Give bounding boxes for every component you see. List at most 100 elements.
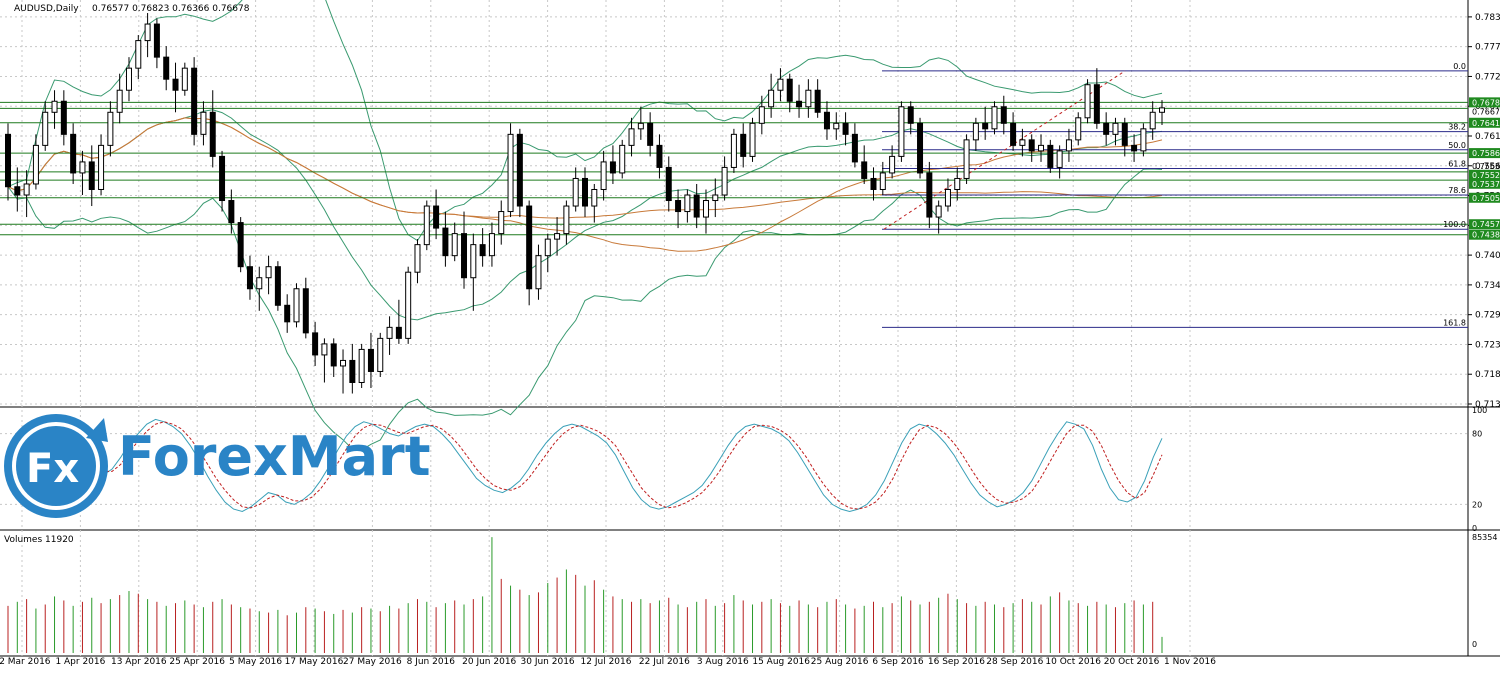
- ohlc-readout: 0.76577 0.76823 0.76366 0.76678: [92, 4, 250, 14]
- volume-layer: 85354 0: [7, 533, 1497, 653]
- candle-body: [153, 23, 160, 58]
- candle-body: [1140, 128, 1147, 152]
- candle-body: [991, 106, 998, 130]
- candle-body: [367, 348, 374, 372]
- price-label-text: 0.7537: [1472, 180, 1500, 189]
- candle-body: [209, 111, 216, 157]
- price-label-text: 0.7586: [1472, 149, 1500, 158]
- candle-body: [544, 238, 551, 257]
- volume-tick-label: 85354: [1472, 533, 1497, 542]
- candle-body: [293, 288, 300, 323]
- x-tick-label: 12 Jul 2016: [581, 657, 632, 667]
- candle-body: [768, 89, 775, 108]
- x-tick-label: 10 Oct 2016: [1045, 657, 1101, 667]
- candle-body: [526, 205, 533, 290]
- candle-body: [582, 177, 588, 207]
- candle-body: [5, 133, 11, 188]
- candle-body: [395, 326, 402, 339]
- fibonacci-level-label: 50.0: [1448, 141, 1466, 150]
- candle-body: [749, 122, 756, 157]
- price-label-badge: [1469, 117, 1500, 128]
- volume-tick-label: 0: [1472, 640, 1477, 649]
- candle-body: [842, 122, 849, 135]
- x-tick-label: 30 Jun 2016: [521, 657, 575, 667]
- candle-body: [60, 100, 67, 135]
- candle-body: [79, 161, 86, 174]
- price-label-badge: [1469, 148, 1500, 159]
- stochastic-signal-line: [7, 421, 1163, 510]
- candle-body: [861, 161, 868, 179]
- price-label-text: 0.7563: [1472, 162, 1500, 171]
- y-tick-label: 0.7347: [1475, 281, 1500, 291]
- x-tick-label: 27 May 2016: [343, 657, 402, 667]
- forexmart-logo: Fx: [4, 414, 108, 518]
- candle-body: [796, 100, 803, 108]
- candle-body: [51, 100, 58, 113]
- candle-body: [814, 89, 821, 113]
- candle-body: [870, 177, 877, 190]
- stochastic-layer: 100 80 20 0: [0, 406, 1487, 533]
- candle-body: [1159, 107, 1165, 113]
- x-tick-label: 28 Sep 2016: [986, 657, 1043, 667]
- candle-body: [1084, 84, 1091, 119]
- candle-body: [1131, 144, 1138, 152]
- candle-body: [972, 122, 979, 141]
- candle-body: [386, 326, 393, 339]
- fibonacci-level-label: 0.0: [1453, 62, 1466, 71]
- price-label-badge: [1469, 192, 1500, 203]
- candle-body: [1000, 106, 1007, 124]
- candle-body: [917, 122, 924, 174]
- x-tick-label: 15 Aug 2016: [752, 657, 810, 667]
- candle-body: [340, 359, 347, 367]
- candle-body: [284, 304, 291, 323]
- candle-body: [107, 111, 114, 146]
- price-label-text: 0.7552: [1472, 171, 1500, 180]
- candle-body: [32, 144, 39, 185]
- bollinger-lower: [7, 168, 1163, 451]
- x-tick-label: 25 Aug 2016: [811, 657, 869, 667]
- candle-body: [488, 233, 495, 257]
- candle-body: [377, 337, 384, 372]
- x-tick-label: 3 Aug 2016: [697, 657, 749, 667]
- candle-body: [256, 277, 263, 290]
- fibonacci-level-label: 78.6: [1448, 186, 1466, 195]
- x-tick-label: 22 Jul 2016: [639, 657, 690, 667]
- price-label-badge: [1469, 169, 1500, 180]
- price-label-text: 0.7457: [1472, 220, 1500, 229]
- candle-body: [693, 194, 700, 218]
- grid-layer: [0, 0, 1500, 657]
- candle-body: [125, 67, 132, 91]
- x-tick-label: 1 Apr 2016: [55, 657, 105, 667]
- candle-body: [144, 23, 151, 42]
- candle-body: [1103, 122, 1110, 135]
- stochastic-tick-label: 0: [1472, 524, 1477, 533]
- candle-body: [879, 172, 886, 190]
- price-label-text: 0.7641: [1472, 119, 1500, 128]
- y-tick-label: 0.7725: [1475, 72, 1500, 82]
- candle-body: [405, 271, 412, 339]
- candle-body: [982, 122, 989, 130]
- candle-body: [88, 161, 95, 190]
- candle-body: [312, 332, 319, 356]
- candle-body: [572, 177, 579, 207]
- price-label-badge: [1469, 219, 1500, 230]
- candle-body: [963, 139, 970, 179]
- volume-label: Volumes 11920: [4, 535, 74, 545]
- candle-body: [163, 56, 170, 80]
- candle-body: [712, 194, 719, 202]
- candle-body: [954, 177, 961, 190]
- candle-body: [1112, 122, 1119, 135]
- candle-body: [665, 166, 672, 202]
- candle-body: [470, 244, 477, 279]
- candle-body: [805, 89, 812, 108]
- price-label-text: 0.7667: [1472, 107, 1500, 116]
- candle-body: [330, 343, 337, 367]
- stochastic-tick-label: 100: [1472, 406, 1487, 415]
- candle-body: [1121, 122, 1128, 146]
- fibonacci-level-label: 100.0: [1443, 220, 1466, 229]
- x-tick-label: 16 Sep 2016: [928, 657, 985, 667]
- candle-body: [98, 144, 105, 190]
